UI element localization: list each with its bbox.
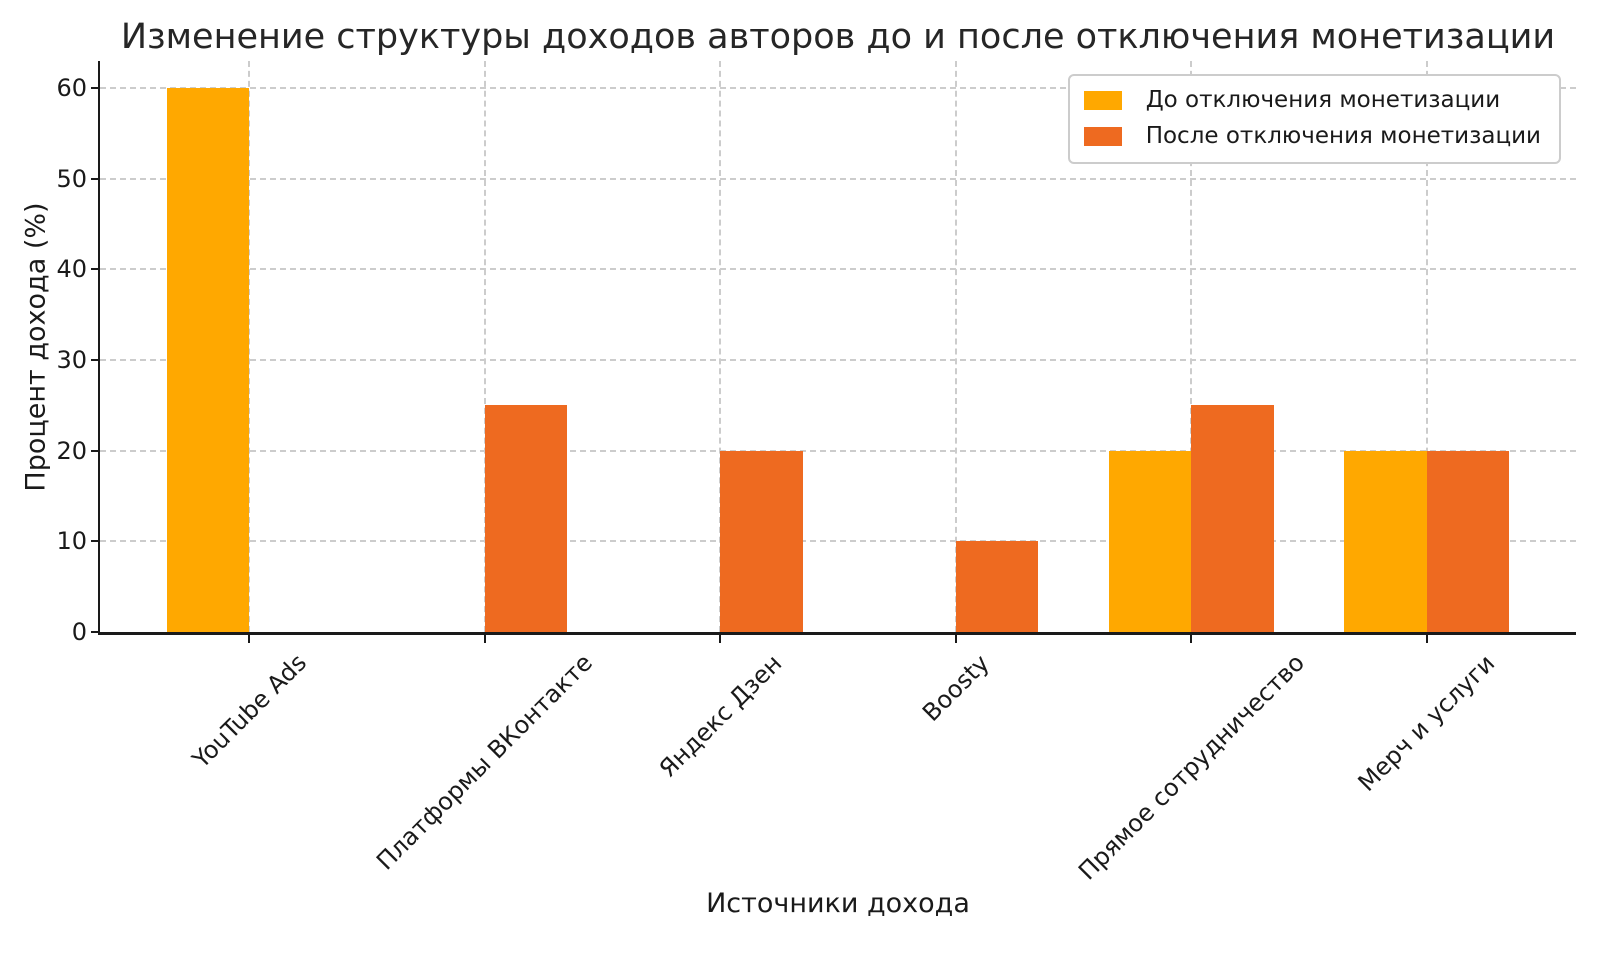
y-tick-mark — [91, 177, 100, 180]
y-tick-label: 60 — [56, 74, 87, 103]
y-tick-mark — [91, 359, 100, 362]
y-tick-mark — [91, 631, 100, 633]
y-tick-label: 50 — [56, 164, 87, 193]
x-tick-mark — [719, 634, 722, 643]
y-tick-label: 0 — [71, 618, 87, 646]
legend-item: До отключения монетизации — [1083, 87, 1541, 113]
x-tick-mark — [1190, 634, 1193, 643]
x-tick-mark — [954, 634, 957, 643]
x-tick-label: Платформы ВКонтакте — [371, 648, 599, 876]
y-tick-mark — [91, 540, 100, 543]
legend-swatch-icon — [1083, 126, 1122, 146]
y-tick-mark — [91, 449, 100, 452]
x-tick-label: Прямое сотрудничество — [1072, 648, 1310, 886]
y-axis-label: Процент дохода (%) — [20, 202, 52, 492]
legend-item: После отключения монетизации — [1083, 123, 1541, 149]
x-tick-label: Boosty — [916, 648, 995, 727]
x-tick-mark — [483, 634, 486, 643]
legend-label: После отключения монетизации — [1145, 123, 1541, 149]
x-axis-label: Источники дохода — [706, 888, 970, 919]
y-tick-mark — [91, 268, 100, 271]
y-tick-mark — [91, 87, 100, 90]
legend-swatch-icon — [1083, 90, 1122, 110]
legend-label: До отключения монетизации — [1145, 87, 1501, 113]
x-tick-mark — [1425, 634, 1428, 643]
x-tick-label: YouTube Ads — [186, 648, 313, 774]
chart-title: Изменение структуры доходов авторов до и… — [120, 17, 1556, 57]
x-axis-spine — [98, 632, 1576, 635]
legend: До отключения монетизации После отключени… — [1067, 74, 1561, 164]
x-tick-mark — [248, 634, 251, 643]
y-tick-label: 10 — [56, 527, 87, 556]
x-tick-label: Мерч и услуги — [1352, 648, 1501, 797]
x-tick-label: Яндекс Дзен — [653, 648, 788, 783]
plot-area: До отключения монетизации После отключени… — [100, 61, 1576, 632]
